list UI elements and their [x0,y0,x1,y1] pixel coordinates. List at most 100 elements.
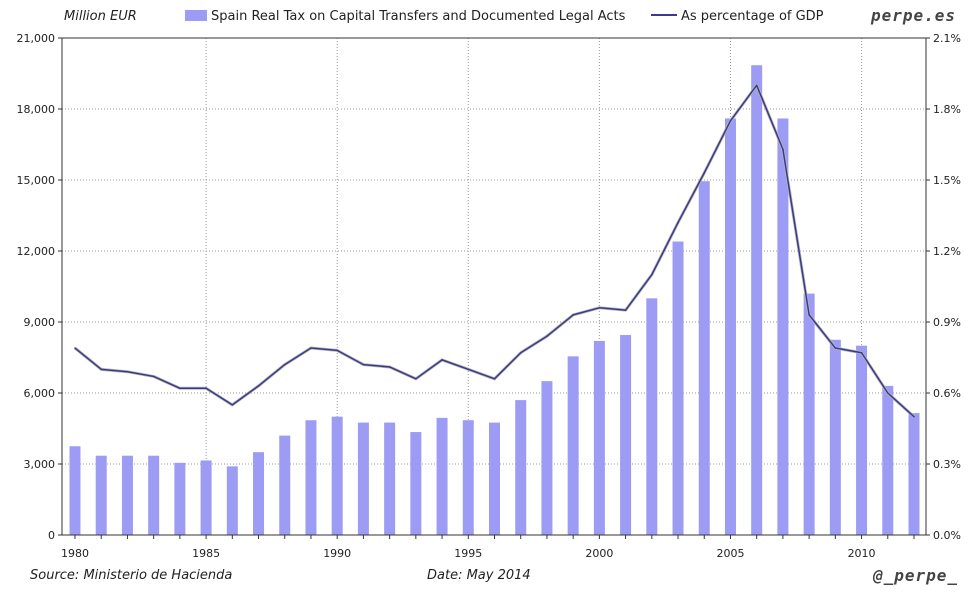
bar-1987 [253,452,265,535]
gdp-point-2002 [651,273,653,276]
bar-1981 [95,455,107,535]
x-axis-tick-label: 1980 [61,547,89,560]
legend-item-gdp-line: As percentage of GDP [651,9,824,24]
date-note: Date: May 2014 [427,568,531,583]
gdp-point-2008 [808,314,810,316]
bar-1982 [121,455,133,535]
bar-1990 [331,416,343,535]
x-axis-tick-label: 1990 [323,547,351,560]
legend-bar-label: Spain Real Tax on Capital Transfers and … [211,9,626,24]
bar-2000 [593,340,605,535]
brand-logo-text: perpe.es [870,6,956,25]
right-axis-tick-label: 1.2% [933,245,961,258]
bar-2006 [751,65,763,535]
bar-1992 [384,422,396,535]
x-axis-tick-label: 2005 [716,547,744,560]
bar-2012 [908,413,920,535]
right-axis-tick-label: 0.0% [933,529,961,542]
bar-2011 [882,385,894,535]
bar-2005 [724,118,736,535]
gdp-point-1991 [362,363,365,366]
gdp-point-1990 [336,349,338,352]
gdp-point-2003 [677,221,679,224]
x-axis-tick-label: 1995 [454,547,482,560]
gdp-point-2010 [860,351,863,354]
bar-1994 [436,417,448,535]
bar-2008 [803,293,815,535]
bar-1984 [174,462,186,535]
left-axis-tick-label: 9,000 [24,316,56,329]
gdp-point-1989 [310,347,312,349]
gdp-point-1988 [283,363,286,366]
bar-2007 [777,118,789,535]
bar-1997 [515,400,527,535]
gdp-point-1983 [152,375,155,378]
gdp-point-2009 [834,347,837,349]
left-axis-tick-label: 0 [48,529,55,542]
bar-2010 [856,345,868,535]
gdp-point-1998 [546,335,548,338]
bar-1980 [69,446,81,535]
gdp-point-1997 [519,351,522,354]
gdp-point-2000 [598,307,601,309]
bar-1995 [462,420,474,535]
gdp-point-1994 [441,359,443,361]
bar-2003 [672,241,684,536]
left-axis-tick-label: 18,000 [17,103,56,116]
bar-1989 [305,420,317,535]
gdp-point-1992 [388,366,391,368]
bar-2009 [829,339,841,535]
bar-1988 [279,435,291,535]
bar-1986 [226,466,238,535]
y-axis-unit-label: Million EUR [64,9,137,24]
left-axis-tick-label: 12,000 [17,245,56,258]
bar-1983 [148,455,160,535]
right-axis-tick-label: 0.9% [933,316,961,329]
gdp-point-1981 [100,368,103,371]
gdp-point-2007 [782,148,784,151]
legend-item-tax-bars: Spain Real Tax on Capital Transfers and … [185,9,625,24]
right-axis-tick-label: 1.8% [933,103,961,116]
gdp-point-2005 [729,120,732,122]
gdp-point-1980 [74,347,76,349]
gdp-point-2011 [886,392,889,394]
bar-1999 [567,356,579,535]
right-axis-tick-label: 1.5% [933,174,961,187]
legend-bar-swatch [185,10,207,21]
bar-2001 [620,335,632,535]
left-axis-tick-label: 6,000 [24,387,56,400]
gdp-point-1985 [205,387,207,390]
bar-2004 [698,181,710,535]
x-axis-tick-label: 2000 [585,547,613,560]
left-axis-tick-label: 3,000 [24,458,56,471]
bar-1996 [489,422,500,535]
x-axis-tick-label: 1985 [192,547,220,560]
gdp-point-2004 [703,172,706,174]
legend-line-swatch [651,14,677,16]
bar-1991 [357,422,369,535]
right-axis-tick-label: 2.1% [933,32,961,45]
gdp-point-1999 [572,314,574,316]
gdp-point-1995 [467,368,470,371]
right-axis-tick-label: 0.3% [933,458,961,471]
gdp-point-2001 [624,309,627,311]
bar-1993 [410,432,422,535]
legend-line-label: As percentage of GDP [681,9,824,24]
gdp-point-2012 [913,415,915,418]
left-axis-tick-label: 15,000 [17,174,56,187]
plot-frame [61,37,927,536]
bar-1985 [200,460,212,535]
author-handle: @_perpe_ [872,566,958,585]
gdp-point-1987 [257,385,260,387]
gdp-point-1993 [415,378,417,380]
gdp-point-1996 [493,378,496,380]
gdp-point-2006 [755,84,758,87]
bar-2002 [646,298,658,535]
x-axis-tick-label: 2010 [848,547,876,560]
gdp-point-1982 [126,370,129,373]
source-note: Source: Ministerio de Hacienda [30,568,233,583]
gdp-point-1984 [179,387,181,390]
right-axis-tick-label: 0.6% [933,387,961,400]
left-axis-tick-label: 21,000 [17,32,56,45]
